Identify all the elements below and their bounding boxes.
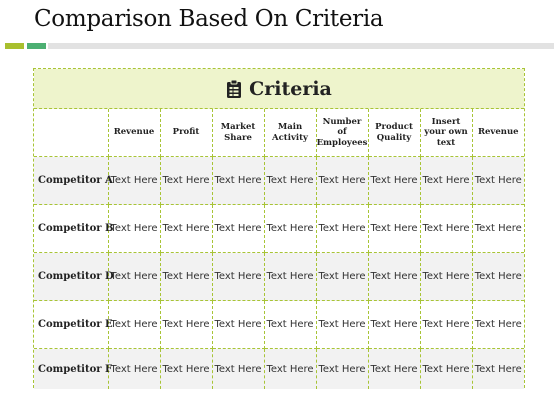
column-header: Revenue [471,109,524,157]
row-label: Competitor F [34,348,112,389]
table-row: Competitor B Text Here Text Here Text He… [34,204,524,253]
table-cell: Text Here [419,348,473,389]
table-cell: Text Here [159,252,213,301]
column-header: Revenue [107,109,161,157]
column-header: Main Activity [263,109,317,157]
table-cell: Text Here [263,204,317,253]
table-cell: Text Here [263,300,317,349]
table-row: Competitor F Text Here Text Here Text He… [34,348,524,389]
row-label: Competitor B [34,204,113,253]
table-cell: Text Here [419,252,473,301]
table-cell: Text Here [107,156,161,205]
criteria-header: Criteria [34,69,524,109]
table-cell: Text Here [263,348,317,389]
table-cell: Text Here [471,156,524,205]
column-header: Insert your own text [419,109,473,157]
table-cell: Text Here [263,156,317,205]
table-row: Competitor E Text Here Text Here Text He… [34,300,524,349]
column-header: Market Share [211,109,265,157]
table-cell: Text Here [159,204,213,253]
table-cell: Text Here [315,156,369,205]
table-cell: Text Here [159,156,213,205]
criteria-table: Criteria Revenue Profit Market Share Mai… [33,68,525,389]
table-cell: Text Here [367,348,421,389]
table-cell: Text Here [367,252,421,301]
accent-bar-green [27,43,46,49]
table-cell: Text Here [419,300,473,349]
column-header: Product Quality [367,109,421,157]
accent-bar-olive [5,43,24,49]
row-label: Competitor D [34,252,114,301]
table-cell: Text Here [263,252,317,301]
corner-cell [34,109,109,157]
table-cell: Text Here [315,300,369,349]
table-cell: Text Here [107,204,161,253]
table-cell: Text Here [211,348,265,389]
table-cell: Text Here [315,252,369,301]
table-cell: Text Here [107,252,161,301]
table-cell: Text Here [367,156,421,205]
clipboard-icon [226,79,242,99]
table-cell: Text Here [107,300,161,349]
criteria-grid: Revenue Profit Market Share Main Activit… [34,109,524,389]
table-cell: Text Here [471,252,524,301]
table-cell: Text Here [419,204,473,253]
table-cell: Text Here [211,156,265,205]
title-underline [48,43,554,49]
table-cell: Text Here [159,348,213,389]
table-cell: Text Here [315,204,369,253]
column-header: Profit [159,109,213,157]
table-cell: Text Here [315,348,369,389]
table-cell: Text Here [211,204,265,253]
table-cell: Text Here [471,300,524,349]
table-cell: Text Here [211,300,265,349]
table-cell: Text Here [471,204,524,253]
criteria-header-label: Criteria [249,77,332,100]
table-cell: Text Here [367,204,421,253]
table-cell: Text Here [211,252,265,301]
table-cell: Text Here [107,348,161,389]
row-label: Competitor A [34,156,113,205]
row-label: Competitor E [34,300,113,349]
table-cell: Text Here [367,300,421,349]
table-cell: Text Here [419,156,473,205]
table-cell: Text Here [471,348,524,389]
table-cell: Text Here [159,300,213,349]
column-header: Number of Employees [315,109,369,157]
table-row: Competitor A Text Here Text Here Text He… [34,156,524,205]
table-row: Competitor D Text Here Text Here Text He… [34,252,524,301]
page-title: Comparison Based On Criteria [34,6,384,32]
